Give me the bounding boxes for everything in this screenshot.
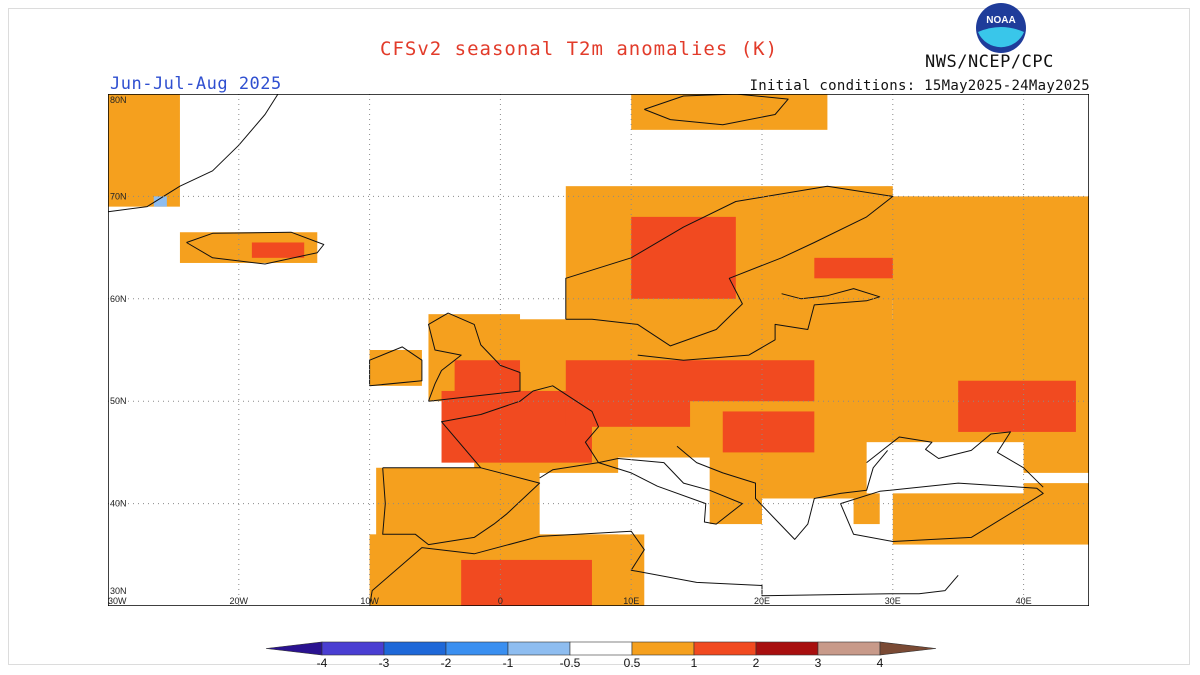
- legend-label-5: 0.5: [624, 656, 641, 670]
- color-legend: -4 -3 -2 -1 -0.5 0.5 1 2 3 4: [265, 641, 937, 670]
- coastline-iceland: [186, 231, 325, 265]
- anomaly-0-5-iberia: [376, 467, 540, 545]
- coastline-svalbard: [644, 94, 789, 126]
- lat-label-60N: 60N: [110, 294, 127, 304]
- lon-label-20E: 20E: [754, 596, 770, 606]
- anomaly-1-iceland-south: [251, 242, 305, 258]
- anomaly-0-5-ireland: [369, 350, 422, 386]
- legend-label-3: -1: [503, 656, 514, 670]
- lon-label-10W: 10W: [360, 596, 379, 606]
- legend-bin-4: [507, 641, 571, 656]
- legend-bin-2: [383, 641, 447, 656]
- graticule-layer: [108, 94, 1089, 606]
- lon-label-0: 0: [498, 596, 503, 606]
- anomaly-neg-greenland-coast: [153, 196, 167, 207]
- legend-label-1: -3: [379, 656, 390, 670]
- lat-label-50N: 50N: [110, 396, 127, 406]
- legend-labels: -4 -3 -2 -1 -0.5 0.5 1 2 3 4: [317, 656, 884, 670]
- lat-label-80N: 80N: [110, 95, 127, 105]
- lat-label-30N: 30N: [110, 586, 127, 596]
- legend-label-0: -4: [317, 656, 328, 670]
- anomaly-1-poland: [683, 360, 815, 402]
- latitude-labels: 30N 40N 50N 60N 70N 80N: [110, 95, 127, 596]
- anomaly-near-zero-italy: [618, 457, 710, 535]
- logo-text: NOAA: [986, 15, 1015, 26]
- anomaly-fill-layer: [108, 94, 1089, 606]
- legend-bins: [265, 641, 937, 656]
- anomaly-1-finland-north: [814, 257, 893, 279]
- legend-label-7: 2: [753, 656, 760, 670]
- legend-label-8: 3: [815, 656, 822, 670]
- anomaly-1-england: [454, 360, 521, 391]
- legend-bin-9: [817, 641, 881, 656]
- anomaly-1-hungary: [722, 411, 815, 453]
- anomaly-1-norway-sweden: [631, 216, 736, 299]
- legend-label-9: 4: [877, 656, 884, 670]
- agency-label: NWS/NCEP/CPC: [925, 52, 1054, 72]
- legend-bin-8: [755, 641, 819, 656]
- anomaly-0-5-greenland: [108, 94, 180, 207]
- legend-bin-3: [445, 641, 509, 656]
- anomaly-1-ukraine-east: [958, 380, 1076, 432]
- legend-bin-lowest: [265, 641, 323, 656]
- noaa-logo: NOAA: [976, 3, 1026, 53]
- lat-label-40N: 40N: [110, 499, 127, 509]
- season-label: Jun-Jul-Aug 2025: [110, 74, 282, 94]
- coastline-layer: [108, 94, 1044, 606]
- legend-bin-7: [693, 641, 757, 656]
- lon-label-20W: 20W: [230, 596, 249, 606]
- anomaly-1-morocco-algeria: [461, 559, 592, 606]
- legend-label-6: 1: [691, 656, 698, 670]
- legend-label-4: -0.5: [560, 656, 581, 670]
- coastline-turkey: [840, 482, 1044, 542]
- legend-bin-6: [631, 641, 695, 656]
- image-frame: [8, 8, 1190, 665]
- map-title: CFSv2 seasonal T2m anomalies (K): [380, 38, 779, 60]
- legend-label-2: -2: [441, 656, 452, 670]
- initial-conditions: Initial conditions: 15May2025-24May2025: [749, 78, 1090, 94]
- coastline-great-britain: [428, 312, 521, 402]
- coastline-north-africa: [369, 530, 959, 606]
- lon-label-30W: 30W: [108, 596, 127, 606]
- lat-label-70N: 70N: [110, 191, 127, 201]
- coastline-balkans: [676, 445, 888, 540]
- coastline-greenland: [108, 94, 279, 213]
- anomaly-1-germany: [565, 360, 691, 427]
- logo-wave: [978, 27, 1024, 48]
- lon-label-30E: 30E: [885, 596, 901, 606]
- legend-bin-1: [321, 641, 385, 656]
- lon-label-40E: 40E: [1016, 596, 1032, 606]
- anomaly-near-zero-greece: [762, 498, 854, 555]
- coastline-italy: [598, 458, 743, 525]
- anomaly-map: 30W 20W 10W 0 10E 20E 30E 40E 30N 40N 50N 60N 70N 80…: [108, 94, 1089, 606]
- legend-bin-highest: [879, 641, 937, 656]
- longitude-labels: 30W 20W 10W 0 10E 20E 30E 40E: [108, 596, 1032, 606]
- coastline-iberia: [382, 467, 541, 546]
- coastline-france: [441, 385, 599, 479]
- lon-label-10E: 10E: [623, 596, 639, 606]
- legend-bin-5: [569, 641, 633, 656]
- anomaly-0-5-svalbard: [631, 94, 828, 130]
- coastline-black-sea-n: [866, 431, 1044, 488]
- coastline-baltic: [637, 288, 881, 361]
- coastline-scandinavia: [565, 185, 894, 347]
